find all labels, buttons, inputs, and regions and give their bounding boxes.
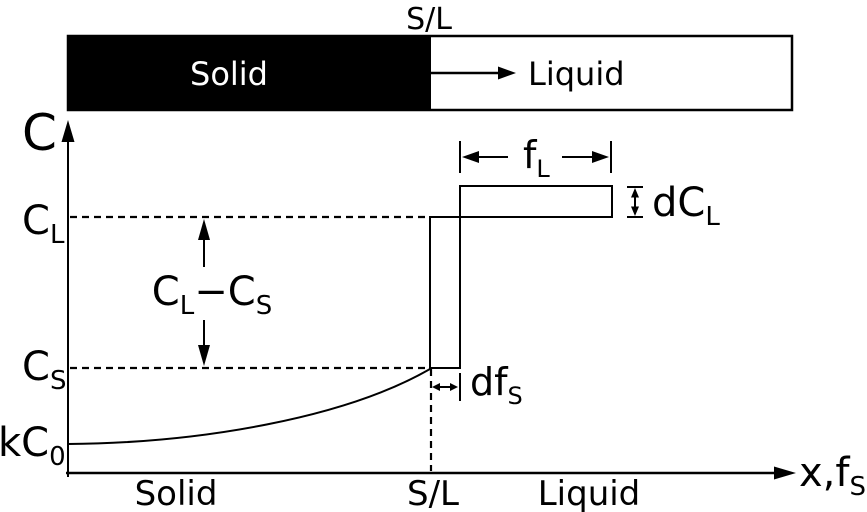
dfs-label: dfS <box>470 360 523 410</box>
x-region-label-liquid: Liquid <box>538 474 641 512</box>
liquid-fraction-dimension: fL <box>459 133 612 183</box>
up-arrow-icon <box>631 188 639 198</box>
solid-region-bar <box>67 35 431 111</box>
dcl-dimension: dCL <box>627 180 720 232</box>
left-arrow-icon <box>462 151 479 163</box>
y-axis-arrow-icon <box>61 120 75 142</box>
up-arrow-icon <box>198 219 210 240</box>
dfs-hatched-rect <box>429 216 461 369</box>
kc0-tick-label: kC0 <box>0 420 66 472</box>
right-arrow-icon <box>450 383 458 391</box>
dcl-hatched-rect <box>459 185 613 218</box>
down-arrow-icon <box>198 345 210 366</box>
left-arrow-icon <box>432 383 440 391</box>
cs-tick-label: CS <box>22 344 66 396</box>
x-axis-arrow-icon <box>774 466 796 480</box>
x-region-label-solid: Solid <box>135 474 218 512</box>
y-axis-title: C <box>22 104 57 162</box>
dcl-label: dCL <box>652 180 720 232</box>
growth-direction-arrow-icon <box>431 66 516 80</box>
concentration-difference-label: CL−CS <box>152 269 272 321</box>
x-axis: x,fS <box>66 450 866 502</box>
down-arrow-icon <box>631 206 639 216</box>
x-region-label-interface: S/L <box>407 474 459 512</box>
solid-bar-label: Solid <box>190 55 268 93</box>
phase-bar: S/L Solid Liquid <box>66 2 794 112</box>
dfs-dimension: dfS <box>432 360 523 410</box>
solute-profile-curve <box>67 368 431 445</box>
y-axis: C <box>22 104 75 477</box>
cl-tick-label: CL <box>22 198 65 250</box>
concentration-difference-annotation: CL−CS <box>152 219 272 366</box>
right-arrow-icon <box>592 151 609 163</box>
x-axis-title: x,fS <box>799 450 866 502</box>
interface-label-top: S/L <box>406 2 452 37</box>
liquid-fraction-label: fL <box>523 133 550 183</box>
liquid-bar-label: Liquid <box>528 55 625 93</box>
